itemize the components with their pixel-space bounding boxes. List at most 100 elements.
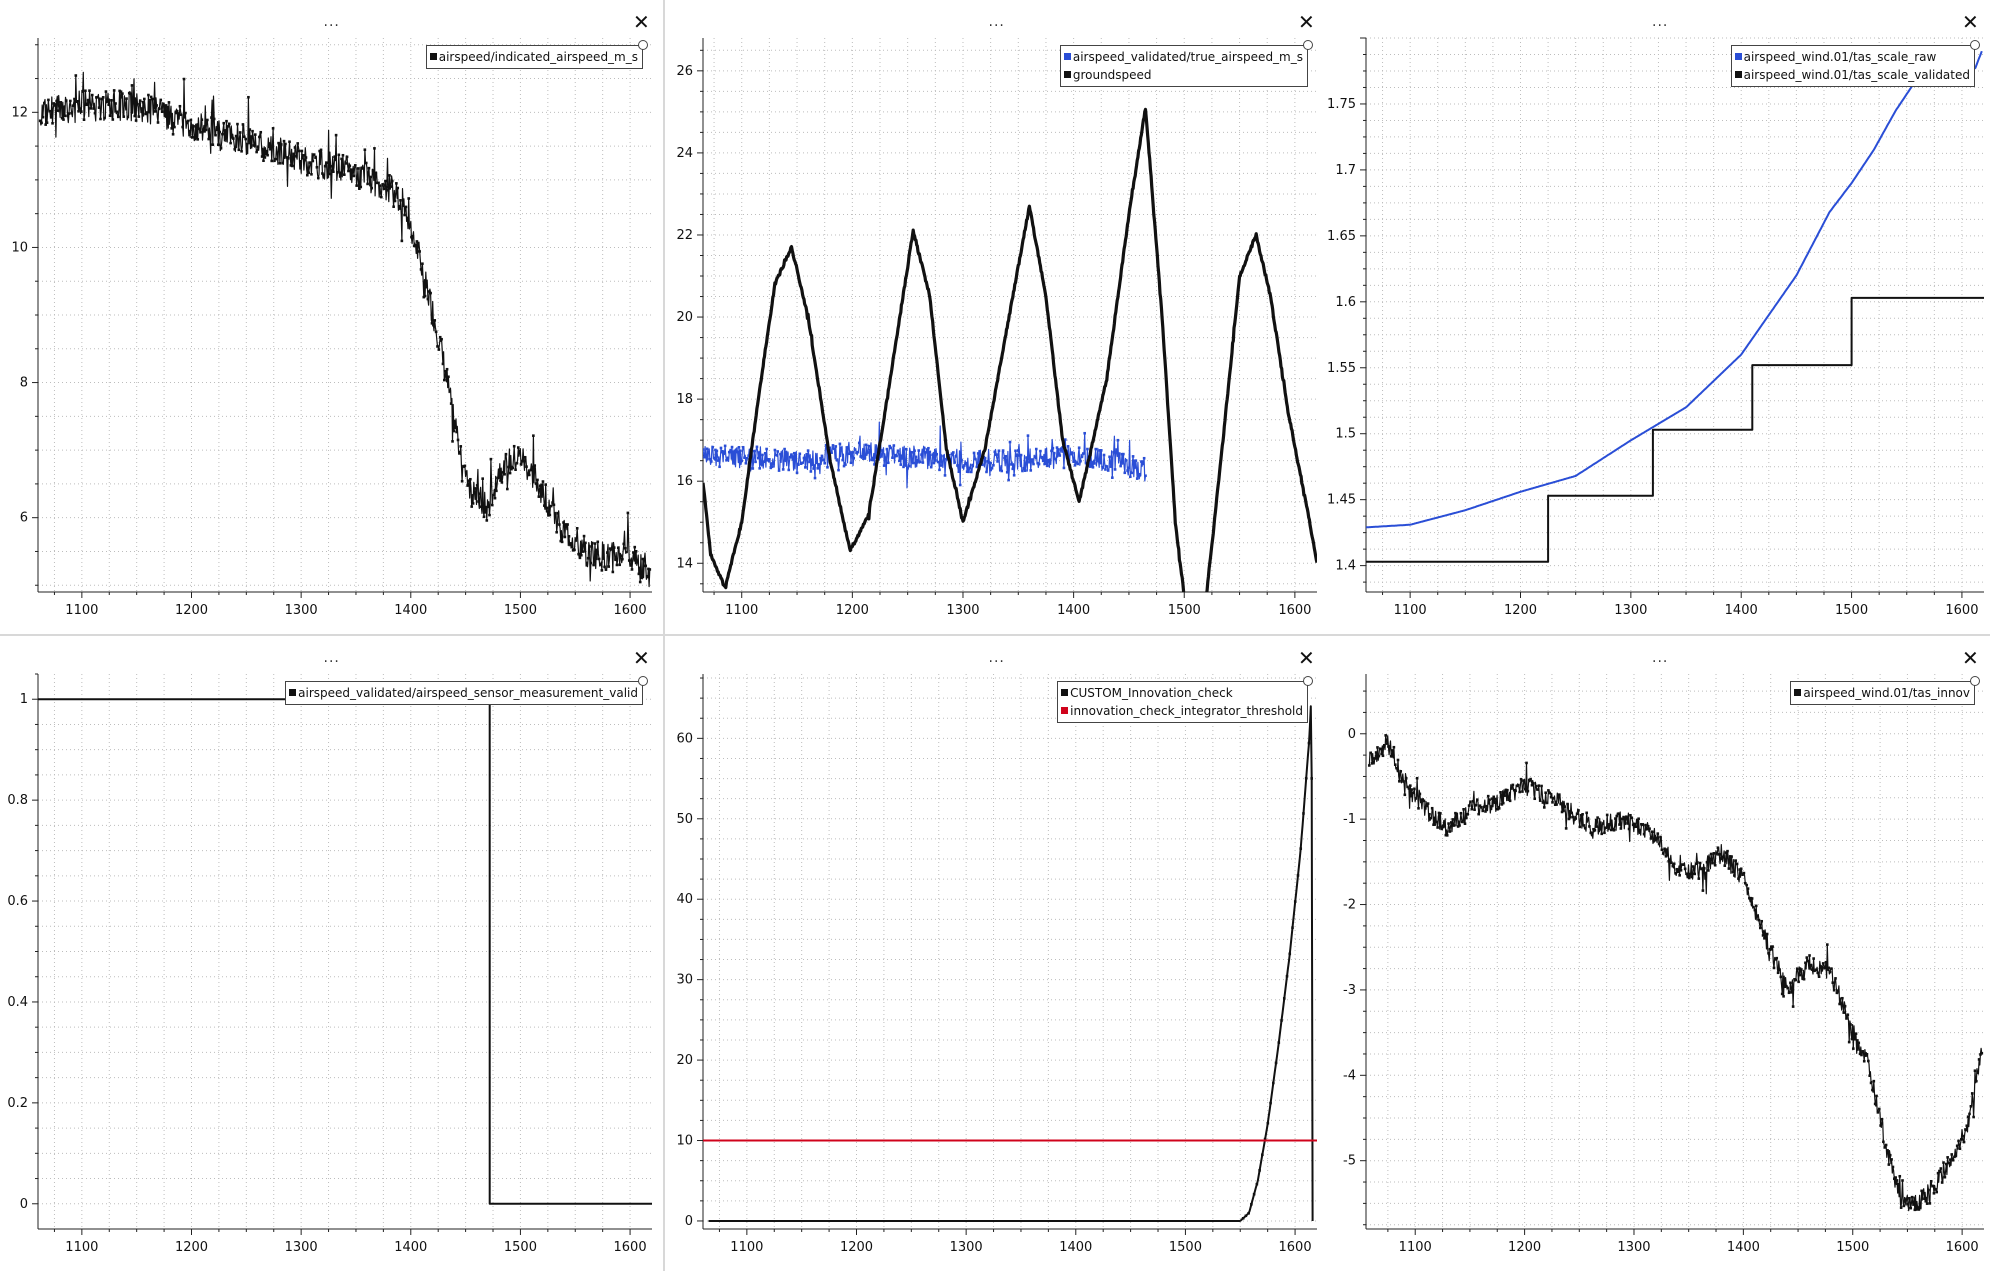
series-line-1 xyxy=(1368,734,1983,1212)
legend-resize-handle[interactable] xyxy=(1970,40,1980,50)
y-tick-label: 0 xyxy=(20,1197,28,1212)
close-icon[interactable]: ✕ xyxy=(1298,10,1315,34)
plot-legend[interactable]: airspeed_validated/true_airspeed_m_s grou… xyxy=(1059,45,1308,87)
x-tick-label: 1500 xyxy=(1835,603,1868,618)
y-tick-label: -1 xyxy=(1343,812,1356,827)
plot-canvas[interactable]: 1100 1200 1300 1400 1500 1600 6 8 10 12 xyxy=(0,0,663,634)
x-tick-label: 1600 xyxy=(1946,1240,1979,1255)
x-tick-label: 1200 xyxy=(840,1240,873,1255)
x-tick-label: 1100 xyxy=(65,1240,98,1255)
plot-menu-button[interactable]: ... xyxy=(323,14,340,30)
legend-label: airspeed_validated/airspeed_sensor_measu… xyxy=(298,686,638,700)
y-tick-label: 6 xyxy=(20,511,28,526)
x-tick-label: 1600 xyxy=(1278,603,1311,618)
x-tick-label: 1100 xyxy=(730,1240,763,1255)
y-tick-label: -5 xyxy=(1343,1154,1356,1169)
y-tick-label: -2 xyxy=(1343,898,1356,913)
plot-legend[interactable]: airspeed_validated/airspeed_sensor_measu… xyxy=(285,681,643,705)
plot-panel-4[interactable]: 1100 1200 1300 1400 1500 1600 0 0.2 0.4 0.6 0.8 1..… xyxy=(0,636,663,1271)
y-tick-label: 10 xyxy=(11,240,28,255)
horizontal-splitter[interactable] xyxy=(0,634,1990,636)
y-tick-label: 26 xyxy=(676,64,693,79)
close-icon[interactable]: ✕ xyxy=(1962,646,1979,670)
legend-label: innovation_check_integrator_threshold xyxy=(1070,704,1303,718)
plot-panel-3[interactable]: 1100 1200 1300 1400 1500 1600 1.4 1.45 1.5 1.55 1.… xyxy=(1328,0,1990,634)
plot-menu-button[interactable]: ... xyxy=(323,650,340,666)
legend-swatch xyxy=(1063,71,1071,78)
series-line-2 xyxy=(703,107,1317,592)
legend-entry[interactable]: airspeed_validated/true_airspeed_m_s xyxy=(1063,48,1303,66)
plot-menu-button[interactable]: ... xyxy=(1652,14,1669,30)
x-tick-label: 1600 xyxy=(1279,1240,1312,1255)
x-tick-label: 1200 xyxy=(175,603,208,618)
y-tick-label: 30 xyxy=(676,973,693,988)
legend-entry[interactable]: innovation_check_integrator_threshold xyxy=(1061,702,1303,720)
legend-swatch xyxy=(289,689,297,696)
legend-entry[interactable]: CUSTOM_Innovation_check xyxy=(1061,684,1303,702)
legend-entry[interactable]: airspeed_wind.01/tas_scale_raw xyxy=(1734,48,1970,66)
legend-swatch xyxy=(1063,53,1071,60)
close-icon[interactable]: ✕ xyxy=(633,10,650,34)
x-tick-label: 1400 xyxy=(1057,603,1090,618)
y-tick-label: 20 xyxy=(676,1053,693,1068)
legend-entry[interactable]: airspeed_wind.01/tas_scale_validated xyxy=(1734,66,1970,84)
y-tick-label: 14 xyxy=(676,556,693,571)
plot-legend[interactable]: CUSTOM_Innovation_check innovation_check_… xyxy=(1057,681,1308,723)
y-tick-label: 12 xyxy=(11,105,28,120)
y-tick-label: 1.5 xyxy=(1335,427,1356,442)
series-line-1 xyxy=(38,698,652,1205)
x-tick-label: 1500 xyxy=(1169,1240,1202,1255)
y-tick-label: 0.6 xyxy=(7,894,28,909)
x-tick-label: 1200 xyxy=(836,603,869,618)
legend-entry[interactable]: airspeed/indicated_airspeed_m_s xyxy=(429,48,638,66)
x-tick-label: 1300 xyxy=(1617,1240,1650,1255)
plot-canvas[interactable]: 1100 1200 1300 1400 1500 1600 1.4 1.45 1.5 1.55 1.… xyxy=(1328,0,1990,634)
legend-label: airspeed_wind.01/tas_innov xyxy=(1803,686,1970,700)
legend-resize-handle[interactable] xyxy=(638,676,648,686)
y-tick-label: 1.45 xyxy=(1328,493,1356,508)
x-tick-label: 1400 xyxy=(394,603,427,618)
y-tick-label: 0.8 xyxy=(7,793,28,808)
plot-panel-6[interactable]: 1100 1200 1300 1400 1500 1600 0 -1 -2 -3 -4 -5... ✕ a… xyxy=(1328,636,1990,1271)
legend-entry[interactable]: airspeed_wind.01/tas_innov xyxy=(1794,684,1970,702)
x-tick-label: 1200 xyxy=(175,1240,208,1255)
x-tick-label: 1100 xyxy=(65,603,98,618)
y-tick-label: 0.4 xyxy=(7,995,28,1010)
legend-resize-handle[interactable] xyxy=(1970,676,1980,686)
x-tick-label: 1300 xyxy=(950,1240,983,1255)
legend-entry[interactable]: groundspeed xyxy=(1063,66,1303,84)
close-icon[interactable]: ✕ xyxy=(1298,646,1315,670)
y-tick-label: -3 xyxy=(1343,983,1356,998)
y-tick-label: 24 xyxy=(676,146,693,161)
y-tick-label: 20 xyxy=(676,310,693,325)
plot-menu-button[interactable]: ... xyxy=(988,14,1005,30)
plot-menu-button[interactable]: ... xyxy=(1652,650,1669,666)
plot-legend[interactable]: airspeed/indicated_airspeed_m_s xyxy=(425,45,643,69)
close-icon[interactable]: ✕ xyxy=(1962,10,1979,34)
legend-entry[interactable]: airspeed_validated/airspeed_sensor_measu… xyxy=(289,684,638,702)
plot-canvas[interactable]: 1100 1200 1300 1400 1500 1600 0 -1 -2 -3 -4 -5 xyxy=(1328,636,1990,1271)
plot-canvas[interactable]: 1100 1200 1300 1400 1500 1600 0 10 20 30 40 50 60 xyxy=(665,636,1328,1271)
legend-label: airspeed/indicated_airspeed_m_s xyxy=(438,50,638,64)
legend-resize-handle[interactable] xyxy=(1303,676,1313,686)
legend-resize-handle[interactable] xyxy=(1303,40,1313,50)
y-tick-label: 1.6 xyxy=(1335,295,1356,310)
plot-menu-button[interactable]: ... xyxy=(988,650,1005,666)
legend-label: CUSTOM_Innovation_check xyxy=(1070,686,1233,700)
plot-panel-1[interactable]: 1100 1200 1300 1400 1500 1600 6 8 10 12... ✕ airspe… xyxy=(0,0,663,634)
y-tick-label: 1.55 xyxy=(1328,361,1356,376)
plot-panel-2[interactable]: 1100 1200 1300 1400 1500 1600 14 16 18 20 22 24 26..… xyxy=(665,0,1328,634)
x-tick-label: 1400 xyxy=(1059,1240,1092,1255)
close-icon[interactable]: ✕ xyxy=(633,646,650,670)
plot-canvas[interactable]: 1100 1200 1300 1400 1500 1600 0 0.2 0.4 0.6 0.8 1 xyxy=(0,636,663,1271)
legend-resize-handle[interactable] xyxy=(638,40,648,50)
plot-legend[interactable]: airspeed_wind.01/tas_scale_raw airspeed_w… xyxy=(1730,45,1975,87)
y-tick-label: 16 xyxy=(676,474,693,489)
plot-legend[interactable]: airspeed_wind.01/tas_innov xyxy=(1790,681,1975,705)
y-tick-label: 1.65 xyxy=(1328,229,1356,244)
y-tick-label: 1.7 xyxy=(1335,163,1356,178)
legend-swatch xyxy=(1061,689,1069,696)
plot-panel-5[interactable]: 1100 1200 1300 1400 1500 1600 0 10 20 30 40 50 60...… xyxy=(665,636,1328,1271)
plot-canvas[interactable]: 1100 1200 1300 1400 1500 1600 14 16 18 20 22 24 26 xyxy=(665,0,1328,634)
